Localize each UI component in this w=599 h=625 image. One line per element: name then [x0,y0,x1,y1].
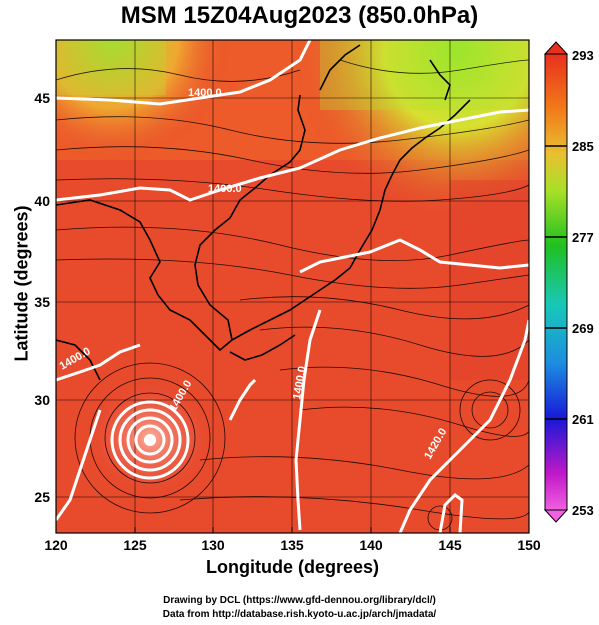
colorbar-tick-label: 285 [572,139,594,154]
colorbar-tick-label: 261 [572,412,594,427]
x-axis-title: Longitude (degrees) [205,557,379,577]
y-tick-label: 40 [34,193,50,209]
contour-label: 1400.0 [291,365,309,400]
x-tick-label: 140 [359,537,383,553]
colorbar-top-arrow [543,41,569,55]
x-tick-label: 150 [517,537,541,553]
colorbar-tick-label: 293 [572,48,594,63]
map-title: MSM 15Z04Aug2023 (850.0hPa) [120,2,479,29]
data-source-credit: Data from http://database.rish.kyoto-u.a… [162,609,437,620]
typhoon-center [144,434,156,446]
contour-label: 1400.0 [208,183,242,195]
colorbar-bottom-arrow [543,509,569,523]
y-tick-label: 30 [34,392,50,408]
contour-label: 1400.0 [188,87,222,99]
x-tick-label: 135 [280,537,304,553]
x-tick-label: 145 [438,537,462,553]
x-tick-marks [55,527,530,533]
colorbar-tick-label: 253 [572,503,594,518]
colorbar-tick-label: 269 [572,321,594,336]
colorbar [543,41,569,523]
drawing-credit: Drawing by DCL (https://www.gfd-dennou.o… [163,595,436,606]
colorbar-scale [544,53,568,511]
x-tick-label: 130 [201,537,225,553]
wind-streamlines [56,59,529,531]
geopotential-contours [56,40,529,533]
y-tick-label: 35 [34,294,50,310]
colorbar-tick-label: 277 [572,230,594,245]
coastlines [56,44,471,381]
y-axis-title: Latitude (degrees) [11,205,32,362]
y-tick-label: 25 [34,489,50,505]
x-tick-label: 125 [123,537,147,553]
y-tick-label: 45 [34,90,50,106]
x-tick-label: 120 [44,537,68,553]
map-panel [56,40,529,533]
